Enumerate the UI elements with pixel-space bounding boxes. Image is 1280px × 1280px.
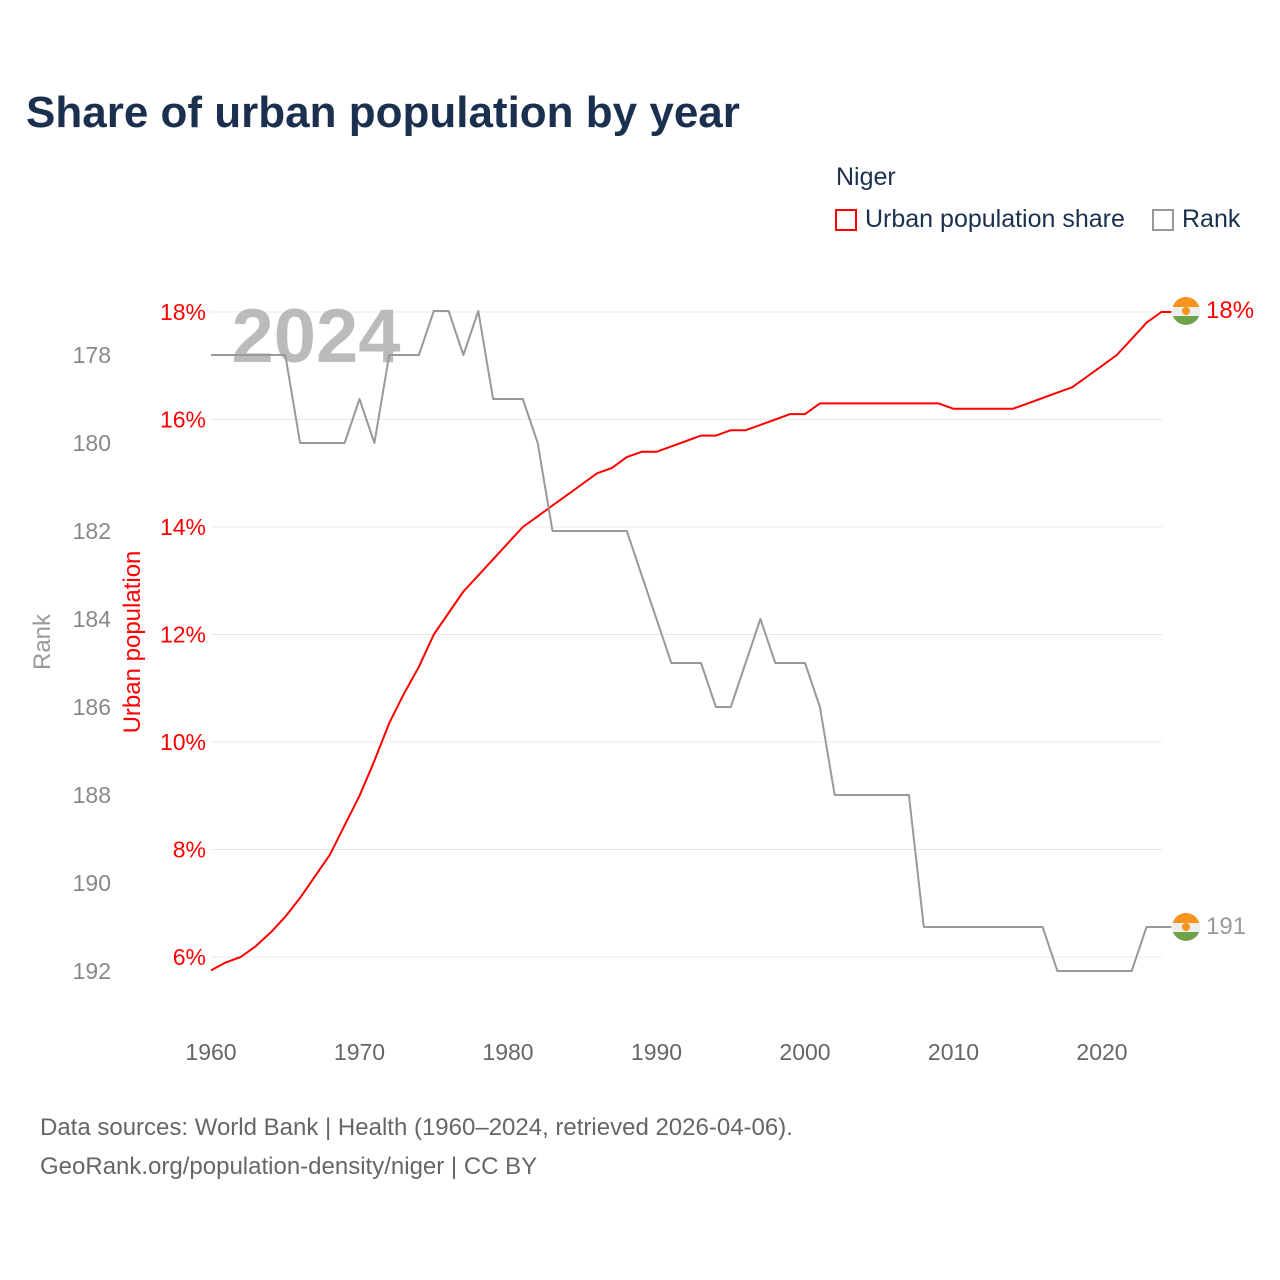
flag-icon-urban <box>1172 297 1200 325</box>
footer-link[interactable]: GeoRank.org/population-density/niger | C… <box>40 1153 538 1180</box>
y-tick-label-urban: 14% <box>160 514 206 540</box>
y-tick-label-urban: 18% <box>160 299 206 325</box>
y-tick-label-urban: 16% <box>160 407 206 433</box>
y-axis-label-rank: Rank <box>29 613 56 670</box>
x-tick-label: 1990 <box>631 1039 682 1065</box>
y-tick-label-urban: 12% <box>160 622 206 648</box>
flag-icon-rank <box>1172 913 1200 941</box>
y-tick-label-rank: 184 <box>73 606 112 632</box>
x-tick-label: 2020 <box>1076 1039 1127 1065</box>
y-tick-label-rank: 182 <box>73 518 111 544</box>
y-tick-label-rank: 178 <box>73 342 111 368</box>
series-line-rank <box>211 310 1172 972</box>
watermark-year: 2024 <box>231 294 400 379</box>
legend-label-urban: Urban population share <box>865 205 1125 233</box>
x-tick-label: 2010 <box>928 1039 979 1065</box>
y-tick-label-rank: 186 <box>73 694 111 720</box>
y-tick-label-rank: 190 <box>73 870 111 896</box>
end-label-urban: 18% <box>1206 297 1254 324</box>
x-tick-label: 1960 <box>185 1039 236 1065</box>
chart-title: Share of urban population by year <box>26 88 740 137</box>
legend-title: Niger <box>836 163 896 191</box>
y-tick-label-rank: 180 <box>73 430 111 456</box>
footer: Data sources: World Bank | Health (1960–… <box>40 1108 793 1186</box>
legend-item-urban[interactable]: Urban population share <box>835 205 1125 234</box>
y-tick-label-rank: 192 <box>73 958 111 984</box>
y-axis-label-urban: Urban population <box>119 551 146 734</box>
y-tick-label-rank: 188 <box>73 782 111 808</box>
x-tick-label: 2000 <box>779 1039 830 1065</box>
end-label-rank: 191 <box>1206 913 1246 940</box>
series-line-urban <box>210 311 1172 972</box>
x-tick-label: 1970 <box>334 1039 385 1065</box>
y-tick-label-urban: 10% <box>160 729 206 755</box>
y-tick-label-urban: 6% <box>173 944 206 970</box>
x-tick-label: 1980 <box>482 1039 533 1065</box>
legend-swatch-rank <box>1152 208 1174 231</box>
legend-label-rank: Rank <box>1182 205 1241 233</box>
y-tick-label-urban: 8% <box>173 837 206 863</box>
footer-sources: Data sources: World Bank | Health (1960–… <box>40 1114 793 1141</box>
legend-item-rank[interactable]: Rank <box>1152 205 1240 234</box>
legend-swatch-urban <box>835 208 857 231</box>
